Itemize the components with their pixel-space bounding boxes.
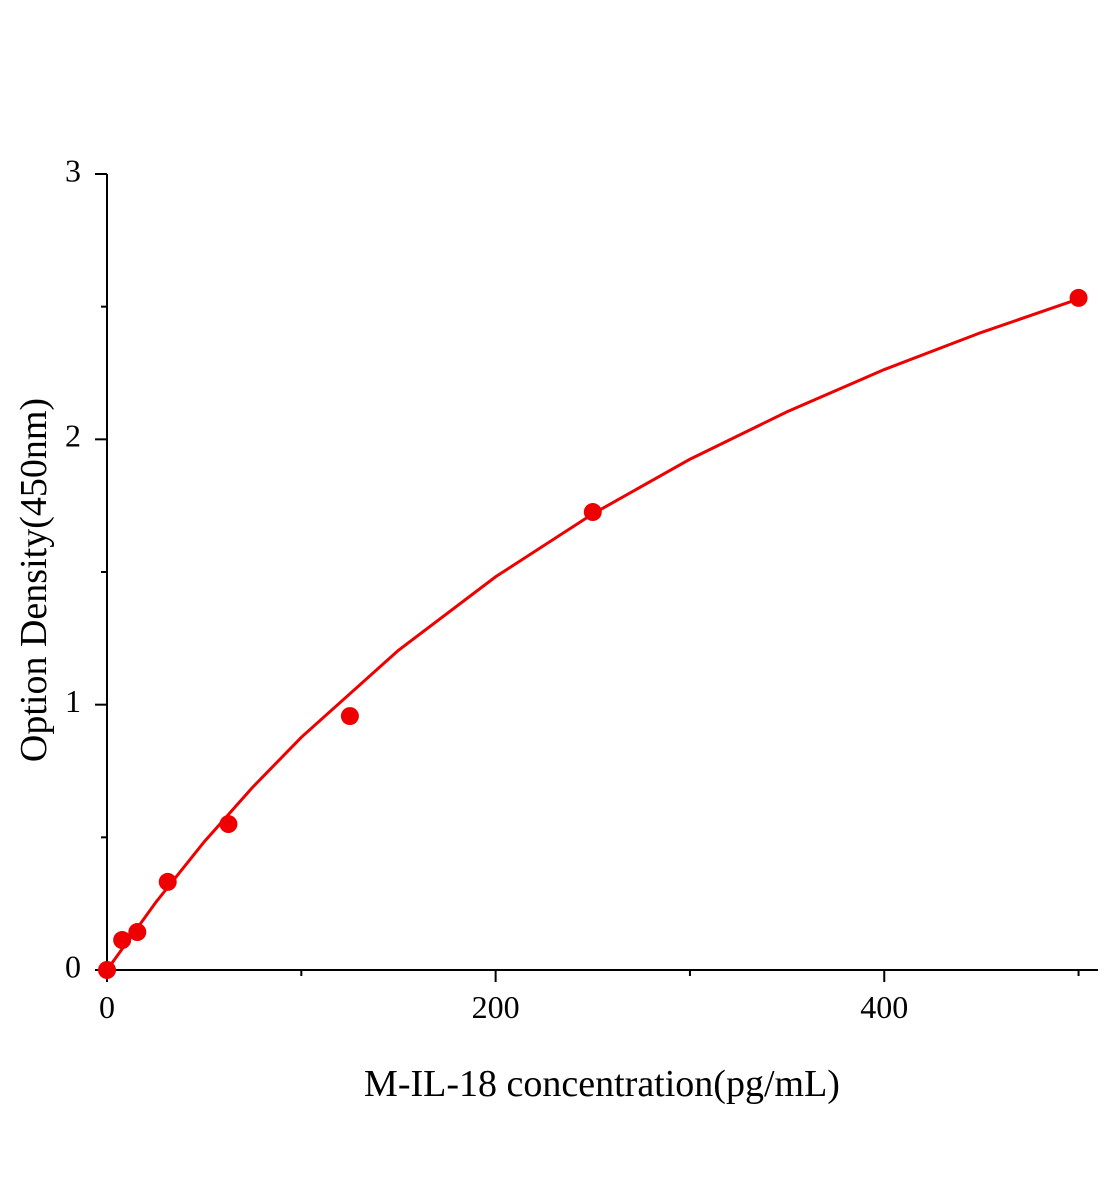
data-point (583, 503, 602, 522)
y-tick-label: 2 (65, 418, 81, 454)
y-tick-label: 1 (65, 683, 81, 719)
data-point (1069, 288, 1088, 307)
x-tick-label: 0 (99, 989, 115, 1025)
x-axis-title: M-IL-18 concentration(pg/mL) (364, 1063, 840, 1105)
data-point (113, 931, 132, 950)
data-point (158, 872, 177, 891)
data-point (128, 923, 147, 942)
y-tick-label: 0 (65, 948, 81, 984)
fit-curve (105, 297, 1080, 971)
data-point (219, 815, 238, 834)
x-tick-label: 200 (472, 989, 520, 1025)
data-point (340, 707, 359, 726)
x-tick-label: 400 (860, 989, 908, 1025)
data-point (98, 961, 116, 979)
y-axis-title: Option Density(450nm) (13, 398, 55, 762)
y-tick-label: 3 (65, 152, 81, 188)
